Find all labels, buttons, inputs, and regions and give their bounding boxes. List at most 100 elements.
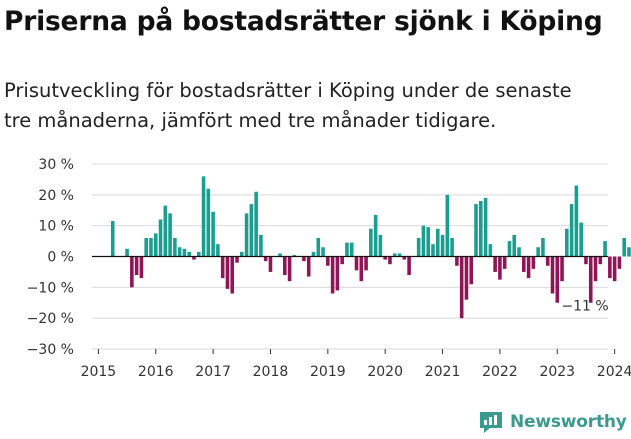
brand[interactable]: Newsworthy	[478, 407, 627, 437]
bar	[364, 256, 368, 271]
bar	[522, 256, 526, 272]
y-tick-label: −20 %	[27, 311, 74, 327]
bar	[259, 234, 263, 257]
bar	[426, 227, 430, 257]
bar	[445, 194, 450, 257]
bar	[397, 253, 402, 257]
bar	[584, 256, 588, 265]
gridlines	[92, 163, 608, 350]
bar	[359, 256, 364, 282]
x-tick-label: 2016	[138, 364, 174, 380]
bar	[235, 256, 239, 263]
bar	[225, 256, 230, 289]
bar	[220, 256, 225, 279]
bar	[211, 211, 215, 257]
bar	[216, 244, 220, 257]
bar	[354, 256, 359, 271]
bar	[555, 256, 560, 303]
bar	[526, 256, 531, 279]
bar	[407, 256, 411, 275]
bar	[402, 256, 407, 260]
bar	[149, 238, 153, 257]
bar	[321, 247, 325, 257]
bar	[340, 256, 344, 265]
x-tick-label: 2018	[253, 364, 289, 380]
bar	[603, 241, 607, 257]
bar	[168, 213, 172, 257]
bar	[450, 238, 454, 257]
bar	[254, 191, 258, 257]
bar	[588, 256, 593, 303]
bar	[110, 221, 115, 257]
bar	[182, 248, 187, 257]
bar	[130, 256, 134, 288]
bar	[483, 197, 488, 257]
bar	[125, 248, 129, 257]
bar	[455, 256, 459, 266]
y-tick-label: 20 %	[38, 188, 74, 204]
bar	[302, 256, 306, 262]
bar	[627, 247, 631, 257]
bar	[531, 256, 536, 269]
bar	[440, 234, 445, 257]
bar	[173, 238, 177, 257]
x-tick-label: 2017	[195, 364, 231, 380]
bar	[502, 256, 507, 269]
newsworthy-logo-icon	[480, 412, 502, 433]
bar	[306, 256, 311, 277]
bar	[187, 251, 191, 257]
bar	[230, 256, 235, 294]
bar	[278, 253, 282, 257]
bar	[617, 256, 622, 269]
bar	[163, 205, 168, 257]
x-tick-label: 2023	[539, 364, 575, 380]
bar	[498, 256, 502, 280]
y-axis-ticks: 30 % 20 % 10 % 0 % −10 % −20 % −30 %	[27, 157, 74, 358]
bar	[287, 256, 292, 282]
y-tick-label: 30 %	[38, 157, 74, 173]
bar	[569, 204, 574, 257]
bar	[622, 238, 626, 257]
bar	[335, 256, 340, 291]
bar	[579, 222, 583, 257]
bar	[268, 256, 273, 272]
bar	[536, 247, 540, 257]
bar	[550, 256, 555, 294]
x-axis-ticks: 2015 2016 2017 2018 2019 2020 2021 2022 2023 2024	[81, 349, 631, 380]
bar	[263, 256, 268, 262]
bar	[240, 251, 244, 257]
bar	[373, 214, 378, 257]
bar	[283, 256, 287, 275]
bar	[598, 256, 603, 265]
bar	[201, 176, 206, 257]
bar	[474, 204, 478, 257]
bar	[292, 254, 297, 257]
bar	[134, 256, 139, 275]
bar	[249, 204, 254, 257]
bar	[153, 233, 158, 257]
y-tick-label: −30 %	[27, 342, 74, 358]
bar	[388, 256, 392, 265]
bar	[421, 225, 426, 257]
bar	[177, 247, 182, 257]
bar	[608, 256, 612, 279]
bar	[435, 228, 440, 257]
bar	[612, 256, 617, 282]
bar	[378, 234, 383, 257]
x-tick-label: 2015	[81, 364, 117, 380]
bar	[206, 188, 211, 257]
y-tick-label: −10 %	[27, 280, 74, 296]
bar	[383, 256, 387, 260]
bar	[507, 241, 512, 257]
bar	[493, 256, 497, 272]
bar	[469, 256, 474, 285]
x-tick-label: 2022	[482, 364, 518, 380]
bar	[574, 185, 579, 257]
x-tick-label: 2021	[425, 364, 461, 380]
x-tick-label: 2019	[310, 364, 346, 380]
subtitle-line-2: tre månaderna, jämfört med tre månader t…	[4, 109, 497, 132]
x-tick-label: 2024	[597, 364, 631, 380]
chart-title: Priserna på bostadsrätter sjönk i Köping	[4, 6, 603, 37]
bar	[512, 234, 517, 257]
bar	[345, 242, 349, 257]
